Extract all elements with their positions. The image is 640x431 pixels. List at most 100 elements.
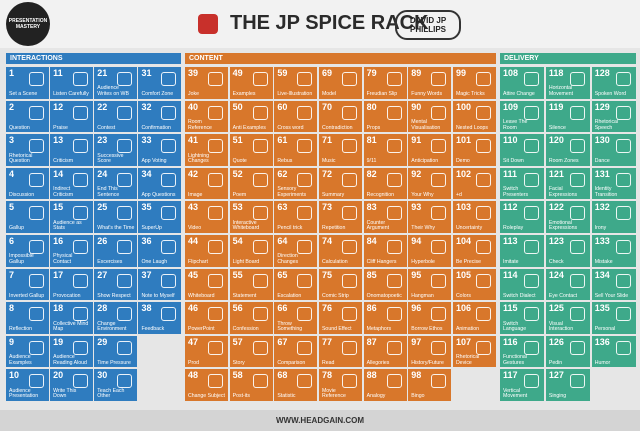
tile-label: Rebus	[277, 158, 293, 165]
tile-icon	[524, 307, 540, 322]
tile-number: 97	[411, 336, 422, 347]
tile: 56 Confession	[229, 302, 273, 334]
tile-label: Examples	[232, 91, 256, 97]
tile: 39 Joke	[185, 67, 229, 99]
footer: WWW.HEADGAIN.COM	[0, 410, 640, 431]
tile: 10 Audience Presentation	[6, 369, 49, 401]
tile-label: Confession	[232, 326, 259, 333]
tile-label: Inverted Gallup	[9, 292, 45, 299]
tile-number: 22	[97, 101, 108, 112]
tile-icon	[475, 72, 491, 86]
tile-number: 127	[548, 370, 564, 381]
tile: 48 Change Subject	[185, 369, 229, 401]
tile-number: 102	[455, 168, 471, 179]
tile: 94 Hyperbole	[408, 235, 452, 267]
tile: 32 Confirmation	[138, 100, 181, 133]
tile-icon	[28, 307, 44, 322]
tile-number: 112	[503, 202, 518, 213]
tile-icon	[208, 72, 224, 86]
tile: 72 Summary	[318, 167, 363, 200]
tile-label: Post-its	[232, 393, 250, 400]
tile: 18 Collective Mind Map	[50, 302, 93, 334]
tile-icon	[342, 139, 358, 154]
tile-icon	[475, 240, 491, 254]
tile-number: 7	[9, 269, 15, 280]
tile-icon	[28, 105, 44, 120]
tile: 126 Pedin	[545, 335, 591, 368]
tile-label: Summary	[321, 191, 345, 198]
tile-label: Colors	[455, 292, 471, 299]
tile-icon	[342, 72, 358, 86]
tile: 55 Statement	[229, 268, 273, 301]
tile-icon	[570, 172, 586, 187]
tile: 120 Room Zones	[545, 134, 591, 166]
tile: 96 Borrow Ethos	[408, 302, 452, 334]
tile-number: 46	[188, 303, 199, 314]
tile-icon	[615, 307, 631, 322]
tile-icon	[297, 273, 313, 288]
tile-label: Funny Words	[411, 91, 443, 97]
tile-icon	[116, 105, 132, 120]
tile-icon	[475, 139, 491, 154]
tile: 40 Room Reference	[185, 100, 229, 133]
tile-icon	[570, 105, 586, 120]
tile-label: Repetition	[321, 225, 346, 232]
tile-icon	[297, 206, 313, 221]
tile: 14 Indirect Criticism	[50, 167, 93, 200]
tile: 113 Imitate	[500, 235, 545, 267]
tile-label: Functional Gestures	[503, 354, 527, 366]
tile-icon	[570, 340, 586, 355]
tile-label: Audience as Stats	[53, 219, 82, 232]
tile: 89 Funny Words	[408, 67, 452, 99]
tile-number: 29	[97, 336, 108, 347]
tile-icon	[386, 340, 402, 355]
tile-icon	[615, 105, 631, 120]
tile: 31 Comfort Zone	[138, 67, 181, 99]
tile-number: 78	[321, 370, 332, 381]
tile-icon	[160, 139, 176, 154]
tile-label: Irony	[594, 225, 607, 232]
tile-label: Borrow Ethos	[411, 326, 443, 333]
header-bar	[0, 0, 640, 48]
tile: 13 Criticism	[50, 134, 93, 166]
tile-icon	[208, 307, 224, 322]
tile-icon	[72, 105, 88, 120]
tile-label: Calculation	[321, 259, 348, 265]
tile-number: 24	[97, 168, 108, 179]
tile-label: Show Respect	[97, 292, 131, 299]
tile-number: 68	[277, 370, 288, 381]
tile-number: 18	[53, 303, 64, 314]
tile-icon	[297, 307, 313, 322]
tile-icon	[72, 139, 88, 154]
tile: 92 Your Why	[408, 167, 452, 200]
tile-number: 71	[321, 135, 332, 146]
tile-number: 70	[321, 101, 332, 112]
tile-number: 12	[53, 101, 64, 112]
tile: 95 Hangman	[408, 268, 452, 301]
tile-label: Light Board	[232, 259, 260, 265]
tile: 26 Excercises	[94, 235, 137, 267]
tile: 49 Examples	[229, 67, 273, 99]
tile: 114 Switch Dialect	[500, 268, 545, 301]
tile-number: 47	[188, 336, 199, 347]
tile-number: 100	[455, 101, 471, 112]
badge: PRESENTATION MASTERY	[6, 2, 50, 46]
tile: 25 What's the Time	[94, 201, 137, 233]
tile-number: 116	[503, 336, 518, 347]
tile-label: Audience Examples	[9, 354, 32, 366]
tile-icon	[342, 374, 358, 389]
tile: 61 Rebus	[274, 134, 318, 166]
tile-number: 60	[277, 101, 288, 112]
tile-label: Cliff Hangers	[366, 259, 397, 265]
tile: 132 Irony	[591, 201, 636, 233]
tile-label: Change Subject	[188, 393, 225, 400]
tile-number: 34	[141, 168, 152, 179]
tile-icon	[615, 139, 631, 154]
tile-label: Teach Each Other	[97, 387, 125, 400]
tile: 9 Audience Examples	[6, 335, 49, 368]
tile-icon	[28, 374, 44, 389]
tile-icon	[28, 172, 44, 187]
tile-icon	[431, 172, 447, 187]
tile-number: 20	[53, 370, 64, 381]
